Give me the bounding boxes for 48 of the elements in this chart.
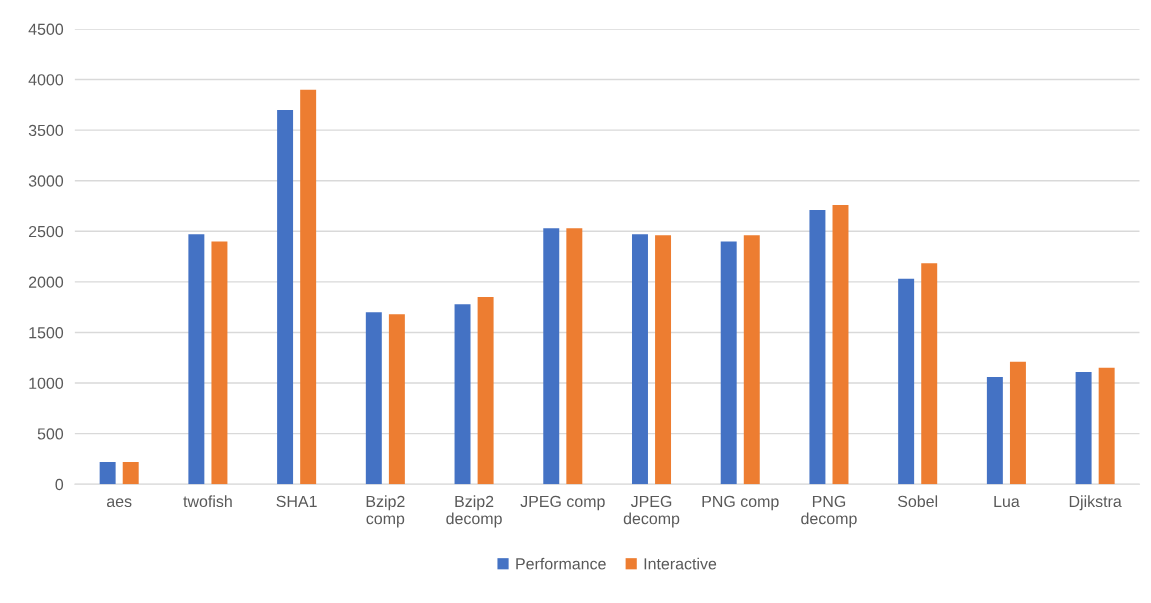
bar [188, 234, 205, 485]
y-tick-label: 2500 [28, 225, 64, 238]
bar [809, 210, 826, 485]
bar [454, 304, 471, 485]
bar [921, 263, 938, 485]
x-tick-label: SHA1 [276, 495, 317, 508]
legend-label: Performance [516, 557, 606, 570]
bar [566, 228, 583, 485]
x-tick-label: PNG comp [702, 495, 779, 511]
y-tick-label: 1000 [29, 377, 64, 389]
bar [631, 234, 648, 485]
y-tick-label: 500 [37, 428, 64, 440]
bar [300, 89, 317, 485]
x-tick-label: Djikstra [1069, 495, 1122, 511]
x-tick-label: Bzip2 comp [366, 495, 405, 528]
y-tick-label: 4500 [28, 23, 64, 35]
bar [1075, 371, 1092, 485]
bar [122, 461, 139, 485]
y-tick-label: 3000 [28, 175, 64, 187]
y-tick-label: 4000 [28, 74, 64, 86]
x-tick-label: JPEG comp [520, 495, 605, 511]
x-tick-label: Lua [994, 495, 1020, 508]
y-tick-label: 2000 [28, 276, 64, 288]
bar [743, 235, 760, 485]
bar [365, 312, 382, 485]
x-tick-label: twofish [183, 495, 232, 508]
bar [720, 241, 737, 485]
legend-label: Interactive [644, 557, 717, 570]
y-tick-label: 3500 [28, 124, 64, 137]
x-tick-label: Sobel [897, 495, 938, 508]
bar [832, 204, 849, 485]
bar [543, 228, 560, 485]
y-tick-label: 1500 [29, 327, 64, 339]
bar [1009, 361, 1026, 485]
bar [655, 235, 672, 485]
x-tick-label: PNG decomp [801, 495, 857, 528]
x-tick-label: JPEG decomp [623, 495, 680, 528]
bar [898, 278, 915, 485]
bar [986, 376, 1003, 485]
y-tick-label: 0 [55, 478, 64, 491]
x-tick-label: Bzip2 decomp [446, 495, 502, 528]
x-tick-label: aes [106, 498, 132, 508]
bar [1098, 367, 1115, 485]
bar [277, 109, 294, 485]
bar [388, 314, 405, 485]
bar [211, 241, 228, 485]
bar [477, 297, 494, 485]
bar [99, 461, 116, 485]
